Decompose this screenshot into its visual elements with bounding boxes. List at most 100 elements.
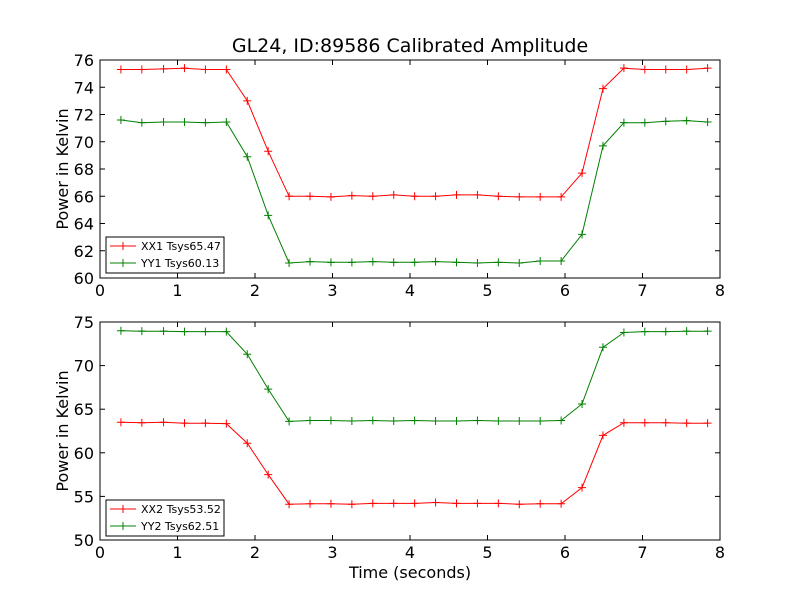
x-tick-label: 5 xyxy=(482,543,492,562)
x-axis-label: Time (seconds) xyxy=(348,563,471,582)
data-point xyxy=(201,118,210,127)
data-point xyxy=(452,416,461,425)
legend-marker-xx2 xyxy=(119,505,127,513)
data-point xyxy=(640,327,649,336)
data-point xyxy=(264,470,273,479)
data-point xyxy=(159,117,168,126)
data-point xyxy=(410,192,419,201)
data-point xyxy=(515,259,524,268)
x-tick-label: 1 xyxy=(172,281,182,300)
data-point xyxy=(703,64,712,73)
data-point xyxy=(222,327,231,336)
data-point xyxy=(201,327,210,336)
data-point xyxy=(347,416,356,425)
y-tick-label: 72 xyxy=(74,106,94,125)
data-point xyxy=(536,256,545,265)
y-tick-label: 50 xyxy=(74,531,94,550)
series-layer xyxy=(116,326,712,509)
series-layer xyxy=(116,64,712,268)
x-tick-label: 2 xyxy=(250,543,260,562)
data-point xyxy=(452,499,461,508)
y-tick-label: 65 xyxy=(74,400,94,419)
data-point xyxy=(368,499,377,508)
data-point xyxy=(306,257,315,266)
data-point xyxy=(557,192,566,201)
data-point xyxy=(431,498,440,507)
data-point xyxy=(598,84,607,93)
legend-label-xx2: XX2 Tsys53.52 xyxy=(141,503,221,516)
data-point xyxy=(473,499,482,508)
data-point xyxy=(515,500,524,509)
data-point xyxy=(368,416,377,425)
axis-ticks: 0 1 2 3 4 5 6 7 8 50 55 60 65 70 75 xyxy=(74,313,725,562)
legend-marker-xx1 xyxy=(119,242,127,250)
data-point xyxy=(682,327,691,336)
data-point xyxy=(389,416,398,425)
y-tick-label: 60 xyxy=(74,444,94,463)
x-tick-label: 4 xyxy=(405,281,415,300)
data-point xyxy=(116,418,125,427)
legend-box xyxy=(105,236,225,274)
data-point xyxy=(137,327,146,336)
legend-label-yy2: YY2 Tsys62.51 xyxy=(140,520,219,533)
x-tick-label: 0 xyxy=(95,281,105,300)
plot-frame xyxy=(99,321,721,541)
x-tick-label: 5 xyxy=(482,281,492,300)
data-point xyxy=(116,326,125,335)
data-point xyxy=(243,96,252,105)
data-point xyxy=(222,117,231,126)
data-point xyxy=(285,417,294,426)
data-point xyxy=(431,257,440,266)
data-point xyxy=(137,65,146,74)
data-point xyxy=(116,115,125,124)
data-point xyxy=(494,499,503,508)
data-point xyxy=(661,117,670,126)
data-point xyxy=(326,499,335,508)
plot-frame xyxy=(99,59,721,279)
data-point xyxy=(347,500,356,509)
data-point xyxy=(264,385,273,394)
data-point xyxy=(306,192,315,201)
data-point xyxy=(180,419,189,428)
data-point xyxy=(389,258,398,267)
legend-label-xx1: XX1 Tsys65.47 xyxy=(141,240,221,253)
data-point xyxy=(682,65,691,74)
data-point xyxy=(598,431,607,440)
data-point xyxy=(557,256,566,265)
x-tick-label: 3 xyxy=(327,281,337,300)
data-point xyxy=(410,499,419,508)
y-tick-label: 75 xyxy=(74,313,94,332)
legend-box xyxy=(105,499,225,537)
data-point xyxy=(285,500,294,509)
data-point xyxy=(619,328,628,337)
data-point xyxy=(180,327,189,336)
data-point xyxy=(682,116,691,125)
data-point xyxy=(159,327,168,336)
data-point xyxy=(640,65,649,74)
data-point xyxy=(661,327,670,336)
y-tick-label: 68 xyxy=(74,160,94,179)
data-point xyxy=(137,118,146,127)
data-point xyxy=(410,416,419,425)
data-point xyxy=(578,483,587,492)
data-point xyxy=(389,190,398,199)
data-point xyxy=(243,350,252,359)
data-point xyxy=(515,192,524,201)
data-point xyxy=(368,192,377,201)
data-point xyxy=(347,191,356,200)
legend: XX1 Tsys65.47 YY1 Tsys60.13 xyxy=(105,236,225,274)
bottom-chart: Power in Kelvin Time (seconds) 0 1 2 3 4 5 6 7 8… xyxy=(53,313,725,582)
data-point xyxy=(473,416,482,425)
data-point xyxy=(285,259,294,268)
data-point xyxy=(557,499,566,508)
legend-marker-yy1 xyxy=(119,259,127,267)
data-point xyxy=(222,419,231,428)
data-point xyxy=(326,416,335,425)
data-point xyxy=(368,257,377,266)
data-point xyxy=(326,258,335,267)
data-point xyxy=(243,152,252,161)
data-point xyxy=(703,117,712,126)
data-point xyxy=(264,147,273,156)
y-axis-label: Power in Kelvin xyxy=(53,108,72,229)
data-point xyxy=(452,190,461,199)
